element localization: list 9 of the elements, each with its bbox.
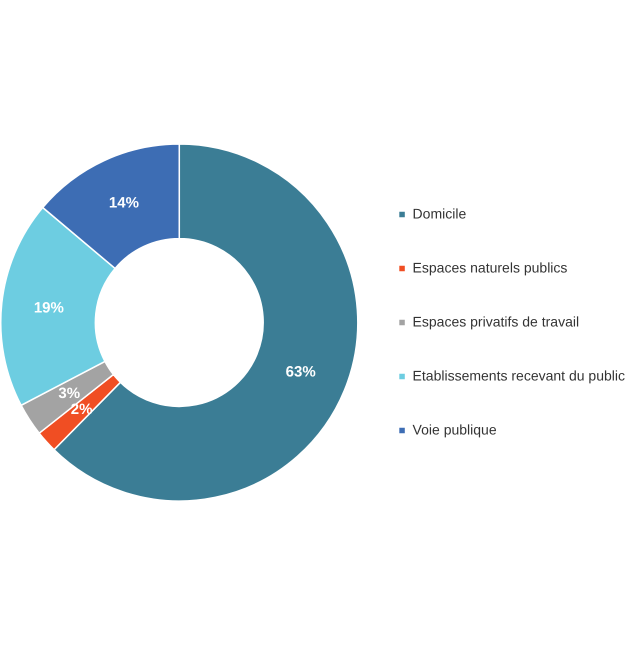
legend-label: Espaces naturels publics [412,259,568,276]
legend-label: Domicile [412,205,466,222]
data-label: 19% [34,299,64,316]
data-label: 63% [286,363,316,380]
legend-label: Etablissements recevant du public [412,367,626,384]
legend-label: Espaces privatifs de travail [412,313,580,330]
data-label: 14% [108,194,139,212]
legend-label: Voie publique [412,421,497,438]
data-label: 3% [58,385,80,402]
